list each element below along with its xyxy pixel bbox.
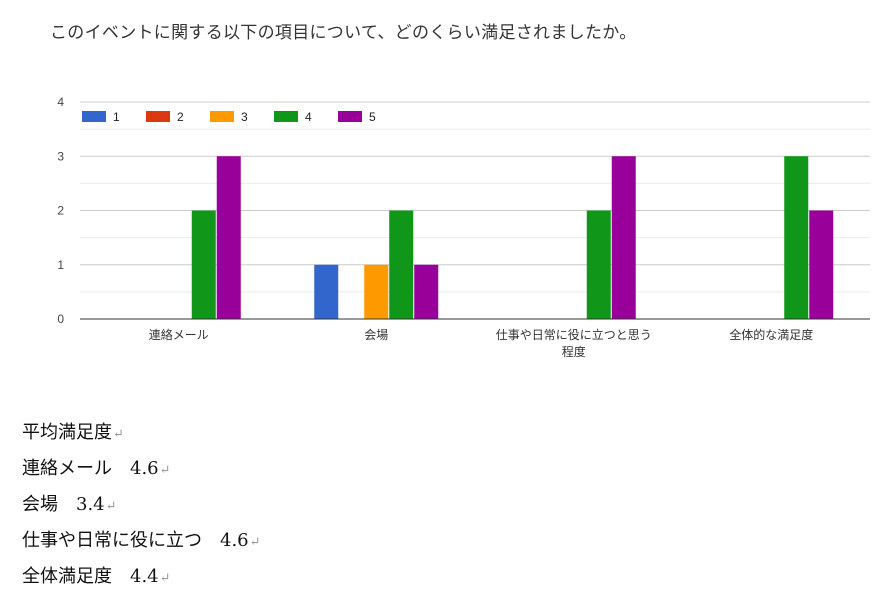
legend-label: 1 <box>113 110 120 124</box>
legend-swatch <box>146 111 170 122</box>
category-label: 会場 <box>364 328 388 342</box>
bar-series-5-cat-3 <box>611 156 636 319</box>
average-satisfaction-summary: 平均満足度↵ 連絡メール 4.6↵ 会場 3.4↵ 仕事や日常に役に立つ 4.6… <box>22 418 261 598</box>
return-mark-icon: ↵ <box>249 535 261 550</box>
category-label: 連絡メール <box>149 327 209 342</box>
summary-heading: 平均満足度↵ <box>22 422 124 443</box>
y-tick-label: 3 <box>57 149 64 163</box>
category-label: 仕事や日常に役に立つと思う <box>496 327 652 342</box>
category-label: 程度 <box>562 344 586 359</box>
return-mark-icon: ↵ <box>105 499 117 514</box>
category-label: 全体的な満足度 <box>729 327 813 342</box>
bar-series-5-cat-4 <box>809 210 834 319</box>
summary-line-venue: 会場 3.4↵ <box>22 494 117 515</box>
chart-legend: 1 2 3 4 5 <box>82 110 376 124</box>
legend-swatch <box>338 111 362 122</box>
bar-series-5-cat-2 <box>414 264 439 319</box>
summary-line-overall: 全体満足度 4.4↵ <box>22 566 171 587</box>
legend-label: 3 <box>241 110 248 124</box>
y-tick-label: 4 <box>57 95 64 109</box>
return-mark-icon: ↵ <box>159 571 171 586</box>
chart-bars <box>191 156 834 319</box>
legend-label: 5 <box>369 110 376 124</box>
survey-question: このイベントに関する以下の項目について、どのくらい満足されましたか。 <box>50 23 637 43</box>
legend-label: 4 <box>305 110 312 124</box>
legend-swatch <box>210 111 234 122</box>
bar-series-4-cat-1 <box>191 210 216 319</box>
bar-series-4-cat-4 <box>784 156 809 319</box>
bar-series-5-cat-1 <box>216 156 241 319</box>
y-tick-label: 2 <box>57 204 64 218</box>
legend-swatch <box>274 111 298 122</box>
summary-line-usefulness: 仕事や日常に役に立つ 4.6↵ <box>22 530 261 551</box>
bar-series-4-cat-3 <box>586 210 611 319</box>
return-mark-icon: ↵ <box>159 463 171 478</box>
return-mark-icon: ↵ <box>113 427 124 442</box>
bar-series-3-cat-2 <box>364 264 389 319</box>
summary-line-mail: 連絡メール 4.6↵ <box>22 458 171 479</box>
legend-label: 2 <box>177 110 184 124</box>
y-axis-ticks: 0 1 2 3 4 <box>57 95 64 326</box>
y-tick-label: 1 <box>57 258 64 272</box>
bar-series-1-cat-2 <box>314 264 339 319</box>
bar-series-4-cat-2 <box>389 210 414 319</box>
legend-swatch <box>82 111 106 122</box>
y-tick-label: 0 <box>57 312 64 326</box>
